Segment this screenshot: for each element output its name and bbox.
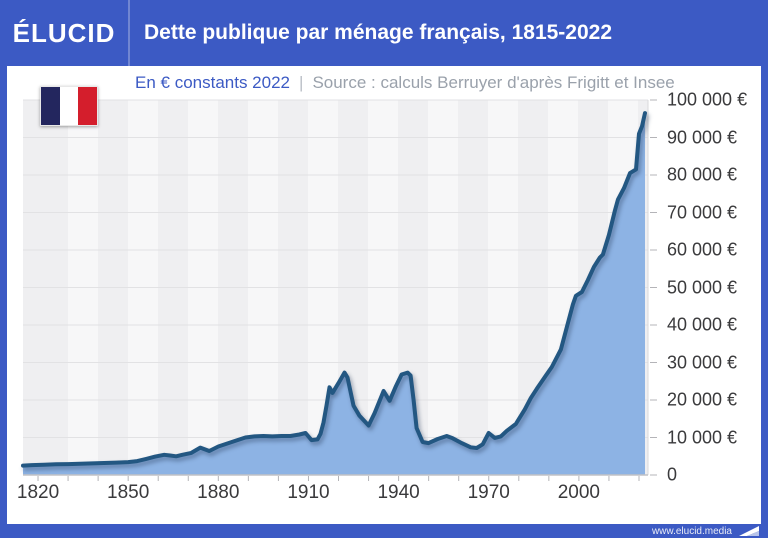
subtitle-source: Source : calculs Berruyer d'après Frigit… — [312, 73, 675, 92]
y-tick-label: 10 000 € — [667, 427, 738, 447]
subtitle-unit: En € constants 2022 — [135, 73, 291, 92]
x-tick-label: 1880 — [197, 482, 240, 503]
debt-area-chart — [21, 99, 657, 481]
y-tick-label: 40 000 € — [667, 314, 738, 335]
pennant-icon — [739, 526, 759, 536]
y-tick-label: 90 000 € — [667, 127, 738, 147]
subtitle-separator: | — [299, 73, 304, 92]
area-fill — [23, 113, 645, 475]
x-tick-label: 1820 — [16, 482, 60, 503]
footer-url: www.elucid.media — [651, 525, 732, 537]
subtitle-row: En € constants 2022 | Source : calculs B… — [7, 66, 761, 100]
header-divider — [128, 0, 130, 66]
y-tick-label: 30 000 € — [667, 352, 738, 372]
y-tick-label: 60 000 € — [667, 239, 738, 260]
x-tick-label: 1850 — [107, 482, 150, 503]
y-tick-label: 100 000 € — [667, 89, 748, 110]
x-axis-labels: 1820 1850 1880 1910 1940 1970 2000 — [17, 475, 648, 511]
flag-stripe-red — [78, 87, 98, 125]
flag-stripe-white — [59, 87, 79, 125]
elucid-logo: ÉLUCID — [12, 17, 116, 48]
x-tick-label: 2000 — [557, 482, 601, 503]
y-axis-labels: 0 10 000 € 20 000 € 30 000 € 40 000 € 50 000 … — [659, 90, 759, 485]
y-tick-label: 50 000 € — [667, 277, 738, 297]
y-tick-label: 70 000 € — [667, 202, 738, 222]
y-tick-label: 80 000 € — [667, 164, 738, 185]
chart-panel: En € constants 2022 | Source : calculs B… — [7, 66, 761, 524]
x-tick-label: 1970 — [467, 482, 510, 503]
flag-stripe-blue — [41, 87, 60, 125]
plot-region — [21, 99, 657, 481]
footer-bar: www.elucid.media — [0, 524, 768, 538]
axis-ticks — [23, 99, 657, 481]
france-flag — [40, 86, 98, 126]
chart-area: 0 10 000 € 20 000 € 30 000 € 40 000 € 50 000 … — [7, 90, 761, 485]
page-title: Dette publique par ménage français, 1815… — [144, 21, 613, 44]
y-tick-label: 0 — [667, 464, 678, 485]
y-tick-label: 20 000 € — [667, 389, 738, 410]
debt-line — [21, 111, 647, 468]
x-tick-label: 1940 — [377, 482, 420, 503]
x-tick-label: 1910 — [287, 482, 330, 503]
header-bar: ÉLUCID Dette publique par ménage françai… — [0, 0, 768, 66]
